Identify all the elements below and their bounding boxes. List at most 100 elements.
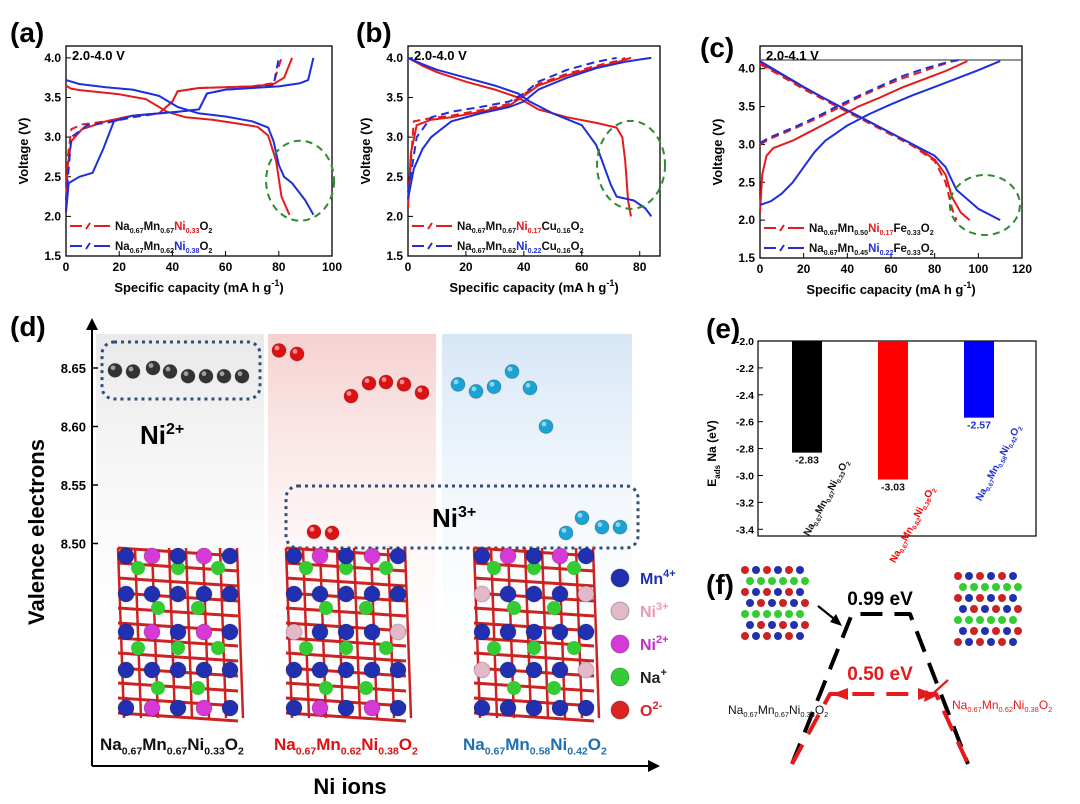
- ni2-region-box: [100, 340, 262, 401]
- tm-atom: [195, 699, 213, 717]
- data-point: [162, 364, 178, 380]
- y-tick-label: 3.5: [44, 91, 61, 105]
- inset-atom: [954, 616, 962, 624]
- formula-subscript: 0.67: [743, 710, 757, 719]
- na-atom: [131, 561, 145, 575]
- formula-element: Ni: [516, 221, 528, 233]
- formula-element: Na: [274, 735, 296, 754]
- inset-atom: [752, 610, 760, 618]
- o-bond: [301, 547, 311, 719]
- legend-atom-charge: 2+: [656, 634, 669, 646]
- formula-subscript: 2: [208, 227, 212, 235]
- formula-element: O: [399, 735, 412, 754]
- series-line-s1-charge: [407, 56, 632, 209]
- o-bond: [133, 547, 143, 719]
- x-axis-arrow: [648, 760, 660, 772]
- data-point: [107, 362, 123, 378]
- data-point-highlight: [561, 528, 567, 533]
- tm-atom: [143, 661, 161, 679]
- y-tick-label: 3.0: [44, 130, 61, 144]
- formula-element: Cu: [541, 221, 556, 233]
- legend-label: Na0.67Mn0.62Ni0.38O2: [115, 241, 212, 255]
- inset-atom: [785, 632, 793, 640]
- formula-element: O: [588, 735, 601, 754]
- formula-subscript: 0.33: [204, 745, 225, 757]
- inset-atom: [741, 588, 749, 596]
- formula-element: Na: [728, 703, 744, 717]
- data-point-highlight: [525, 382, 531, 388]
- inset-atom: [763, 610, 771, 618]
- y-tick-label: -2.2: [736, 363, 754, 375]
- tm-atom: [525, 623, 543, 641]
- formula-element: Ni: [174, 221, 186, 233]
- na-atom: [319, 601, 333, 615]
- structure-inset: [954, 572, 1022, 646]
- na-atom: [547, 681, 561, 695]
- o-bond: [285, 711, 407, 723]
- data-point-highlight: [148, 363, 154, 368]
- formula-element: Mn: [758, 703, 775, 717]
- o-bond: [285, 681, 407, 693]
- series-line-s2-charge-2: [407, 56, 617, 193]
- formula-subscript: 0.62: [341, 745, 362, 757]
- bar-category-label: Na0.67Mn0.62Ni0.38O2: [888, 485, 939, 566]
- tm-atom: [389, 623, 407, 641]
- formula-element: Fe: [893, 243, 906, 255]
- formula-subscript: 0.62: [502, 247, 516, 255]
- inset-atom: [796, 610, 804, 618]
- formula-element: Na: [100, 735, 122, 754]
- data-point-highlight: [274, 345, 280, 351]
- x-axis-label: Ni ions: [313, 774, 386, 799]
- legend-slash: [779, 224, 785, 232]
- data-point: [180, 368, 196, 384]
- ni3-label-sup: 3+: [458, 504, 476, 521]
- inset-atom: [752, 588, 760, 596]
- o-bond: [473, 576, 595, 588]
- plot-frame: [65, 45, 333, 257]
- bar-category-label: Na0.67Mn0.58Ni0.42O2: [974, 423, 1025, 504]
- ni2-label-sup: 2+: [166, 421, 184, 438]
- inset-atom: [992, 605, 1000, 613]
- formula-element: Mn: [486, 221, 503, 233]
- series-line-s2-charge-2: [759, 58, 962, 144]
- series-line-s1-charge-2: [759, 60, 953, 146]
- series-line-s2-charge-2: [65, 57, 280, 201]
- inset-atom: [970, 605, 978, 613]
- formula-subscript: 0.62: [999, 705, 1013, 714]
- barrier-path-red: [790, 692, 970, 765]
- bar: [878, 341, 908, 480]
- na-atom: [191, 681, 205, 695]
- y-tick-label: -2.4: [736, 390, 754, 402]
- na-atom: [547, 601, 561, 615]
- legend-atom-swatch: [610, 634, 630, 654]
- formula-element: O: [225, 735, 238, 754]
- inset-atom: [774, 632, 782, 640]
- formula-element: O: [571, 241, 580, 253]
- inset-atom: [965, 638, 973, 646]
- tm-atom: [221, 699, 239, 717]
- data-point: [522, 380, 538, 396]
- tm-atom: [525, 661, 543, 679]
- inset-atom: [774, 610, 782, 618]
- tm-atom: [117, 699, 135, 717]
- inset-atom: [790, 577, 798, 585]
- highlight-circle: [948, 174, 1021, 236]
- data-point: [504, 364, 520, 380]
- inset-atom: [998, 594, 1006, 602]
- na-atom: [359, 601, 373, 615]
- series-line-s2-discharge: [407, 56, 653, 217]
- formula-element: Na: [809, 243, 824, 255]
- formula-subscript: 2: [208, 247, 212, 255]
- x-tick-label: 120: [1012, 262, 1032, 276]
- y-tick-label: 2.0: [386, 209, 403, 223]
- formula-subscript: 0.33: [907, 229, 921, 237]
- inset-atom: [768, 599, 776, 607]
- data-point-highlight: [471, 386, 477, 392]
- na-atom: [567, 641, 581, 655]
- formula-subscript: 0.67: [824, 249, 838, 257]
- o-bond: [285, 576, 407, 588]
- formula-subscript: 0.67: [775, 710, 789, 719]
- formula-element: O: [815, 703, 824, 717]
- na-atom: [299, 561, 313, 575]
- formula-element: Mn: [505, 735, 530, 754]
